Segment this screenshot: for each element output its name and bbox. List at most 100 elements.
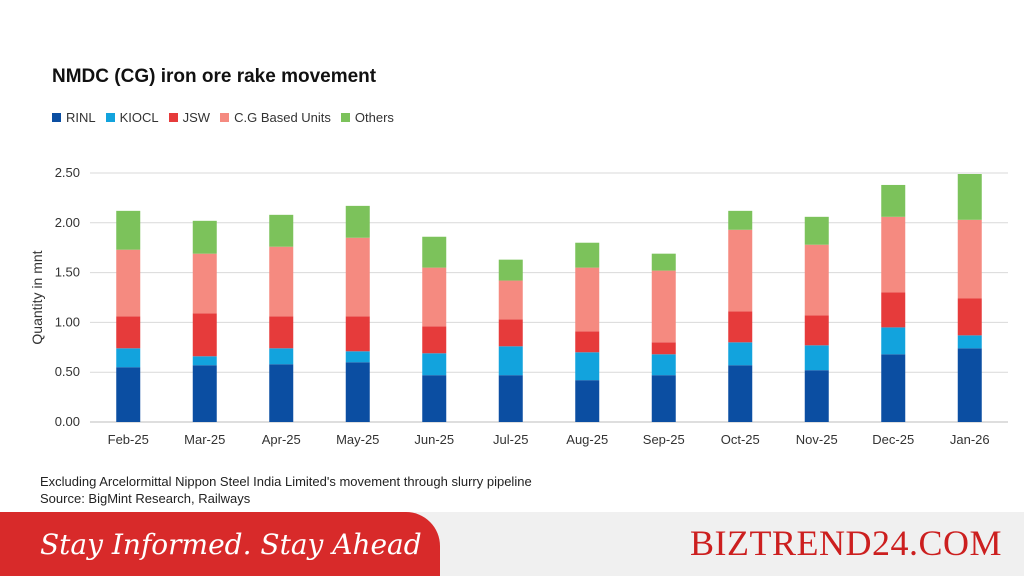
legend-swatch (105, 113, 115, 122)
bar-segment-rinl (192, 365, 217, 422)
y-tick-label: 1.00 (55, 314, 80, 329)
bar-segment-others (116, 210, 141, 250)
bar-segment-others (498, 259, 523, 281)
bar-segment-others (728, 210, 753, 230)
bar-segment-kiocl (881, 327, 906, 355)
bar-segment-rinl (804, 370, 829, 422)
bar-segment-c-g-based-units (881, 216, 906, 293)
bar-segment-c-g-based-units (804, 244, 829, 316)
bar-segment-c-g-based-units (422, 267, 447, 327)
bar-segment-rinl (345, 362, 370, 422)
bar-segment-c-g-based-units (651, 270, 676, 343)
bar-segment-others (269, 214, 294, 247)
bar-segment-jsw (192, 313, 217, 357)
promo-banner: Stay Informed. Stay Ahead BIZTREND24.COM (0, 512, 1024, 576)
footnote: Excluding Arcelormittal Nippon Steel Ind… (40, 473, 532, 507)
bar-segment-others (651, 253, 676, 271)
bar-segment-rinl (881, 354, 906, 422)
bar-segment-kiocl (575, 352, 600, 381)
bar-segment-others (804, 216, 829, 245)
legend-label: C.G Based Units (234, 110, 331, 125)
bar-segment-others (881, 184, 906, 217)
y-axis-label: Quantity in mnt (29, 250, 45, 344)
legend-swatch (220, 113, 230, 122)
bar-segment-c-g-based-units (116, 249, 141, 317)
bar-segment-jsw (269, 316, 294, 349)
y-tick-label: 2.50 (55, 165, 80, 180)
bar-segment-c-g-based-units (345, 237, 370, 317)
bar-segment-c-g-based-units (498, 280, 523, 320)
bar-segment-kiocl (345, 351, 370, 363)
y-tick-label: 2.00 (55, 215, 80, 230)
bar-segment-c-g-based-units (728, 229, 753, 312)
bar-segment-jsw (575, 331, 600, 353)
bar-segment-others (575, 242, 600, 268)
legend-item: Others (340, 110, 394, 125)
bar-segment-kiocl (192, 356, 217, 366)
x-tick-label: Dec-25 (872, 432, 914, 447)
x-tick-label: Apr-25 (262, 432, 301, 447)
bar-segment-jsw (651, 342, 676, 355)
x-tick-label: Jan-26 (950, 432, 990, 447)
brand-logo-text[interactable]: BIZTREND24.COM (690, 523, 1002, 563)
bar-segment-rinl (422, 375, 447, 422)
bar-segment-rinl (728, 365, 753, 422)
x-tick-label: Jun-25 (414, 432, 454, 447)
x-tick-label: Feb-25 (108, 432, 149, 447)
legend-swatch (340, 113, 350, 122)
footnote-exclusion-note: Excluding Arcelormittal Nippon Steel Ind… (40, 474, 532, 489)
bar-segment-jsw (881, 292, 906, 328)
x-tick-label: Nov-25 (796, 432, 838, 447)
bar-segment-rinl (651, 375, 676, 422)
bar-segment-kiocl (804, 345, 829, 371)
x-tick-label: Sep-25 (643, 432, 685, 447)
y-tick-label: 1.50 (55, 265, 80, 280)
legend-item: C.G Based Units (220, 110, 331, 125)
bar-segment-kiocl (957, 335, 982, 349)
bar-segment-kiocl (728, 342, 753, 366)
bar-segment-kiocl (116, 348, 141, 368)
bar-segment-jsw (957, 298, 982, 336)
bar-segment-rinl (116, 367, 141, 422)
x-tick-label: May-25 (336, 432, 379, 447)
bar-segment-kiocl (651, 354, 676, 376)
x-tick-label: Jul-25 (493, 432, 528, 447)
tagline-ribbon: Stay Informed. Stay Ahead (0, 512, 440, 576)
chart-legend: RINL KIOCL JSW C.G Based Units Others (52, 110, 394, 125)
bar-segment-c-g-based-units (957, 219, 982, 299)
bar-segment-rinl (575, 380, 600, 422)
legend-label: JSW (182, 110, 211, 125)
bar-segment-others (345, 205, 370, 238)
x-tick-label: Oct-25 (721, 432, 760, 447)
x-tick-label: Mar-25 (184, 432, 225, 447)
y-tick-label: 0.00 (55, 414, 80, 429)
legend-swatch (168, 113, 178, 122)
bar-segment-others (192, 220, 217, 254)
tagline-text: Stay Informed. Stay Ahead (40, 527, 422, 561)
bar-segment-kiocl (422, 353, 447, 376)
bar-segment-others (957, 173, 982, 220)
bar-segment-jsw (116, 316, 141, 349)
footnote-source: Source: BigMint Research, Railways (40, 491, 251, 506)
bar-segment-kiocl (269, 348, 294, 365)
legend-label: KIOCL (119, 110, 159, 125)
chart-plot: 0.00 0.50 1.00 1.50 2.00 2.50 Quantity in mnt F… (29, 165, 1008, 447)
bar-segment-jsw (728, 311, 753, 343)
x-tick-label: Aug-25 (566, 432, 608, 447)
bar-segment-others (422, 236, 447, 268)
bar-segment-kiocl (498, 346, 523, 376)
bar-segment-c-g-based-units (575, 267, 600, 332)
bar-segment-rinl (957, 348, 982, 422)
bar-segment-rinl (498, 375, 523, 422)
legend-item: RINL (52, 110, 96, 125)
bar-segment-c-g-based-units (269, 246, 294, 317)
legend-item: KIOCL (105, 110, 159, 125)
legend-label: RINL (66, 110, 96, 125)
bar-segment-jsw (804, 315, 829, 346)
bar-segment-jsw (345, 316, 370, 352)
legend-swatch (52, 113, 61, 122)
legend-label: Others (354, 110, 394, 125)
bar-segment-rinl (269, 364, 294, 422)
bar-segment-jsw (498, 319, 523, 347)
y-tick-label: 0.50 (55, 364, 80, 379)
